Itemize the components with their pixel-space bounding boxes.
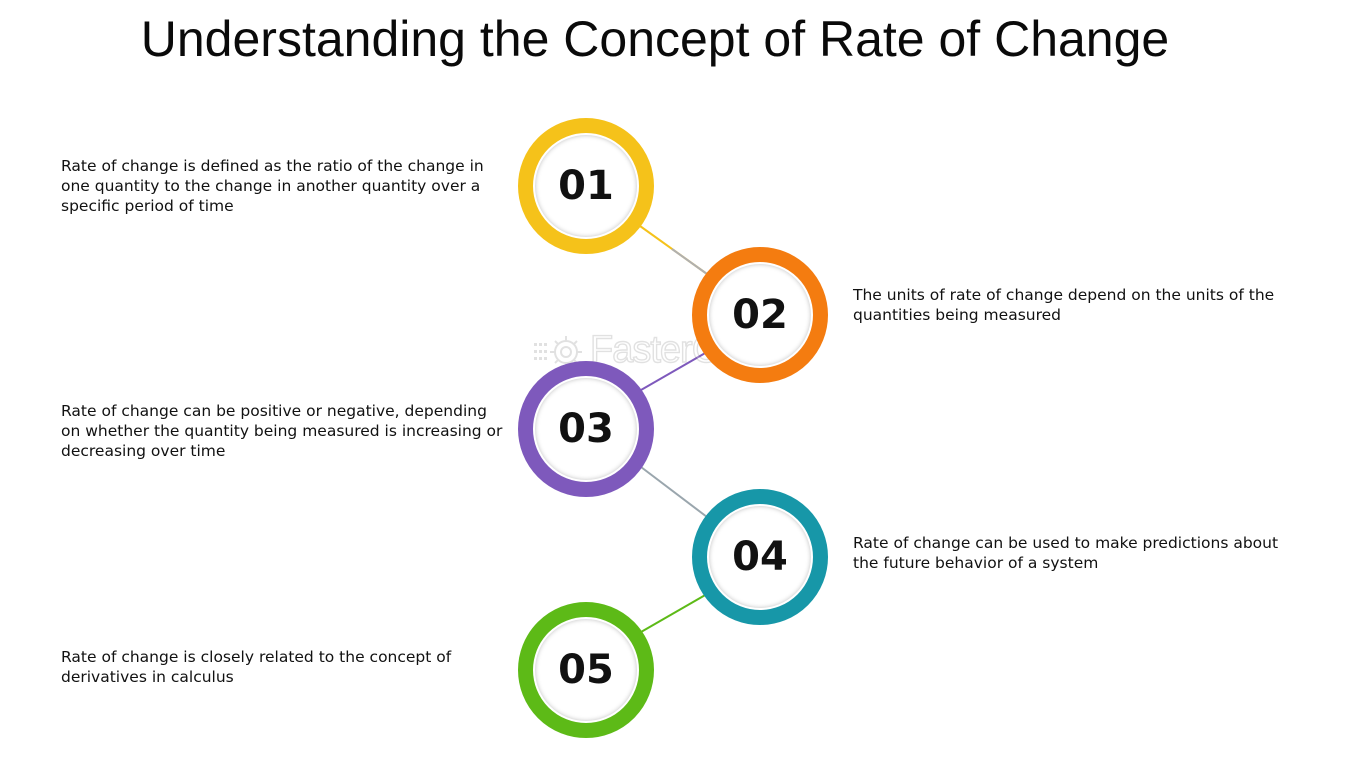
step-01-number: 01 (558, 163, 614, 209)
step-04-description: Rate of change can be used to make predi… (853, 534, 1279, 572)
step-02-inner: 02 (709, 264, 811, 366)
step-03-inner: 03 (535, 378, 637, 480)
step-05-circle: 05 (518, 602, 654, 738)
step-05-description: Rate of change is closely related to the… (61, 648, 452, 686)
step-02-number: 02 (732, 292, 788, 338)
step-03-circle: 03 (518, 361, 654, 497)
connector-04-05 (640, 593, 708, 633)
step-04-inner: 04 (709, 506, 811, 608)
connector-03-04 (640, 466, 708, 518)
step-01-description: Rate of change is defined as the ratio o… (61, 157, 484, 215)
step-03-number: 03 (558, 406, 614, 452)
connector-01-02-shade (671, 248, 708, 275)
step-02-description: The units of rate of change depend on th… (853, 286, 1275, 324)
page-title: Understanding the Concept of Rate of Cha… (140, 11, 1170, 67)
step-01-inner: 01 (535, 135, 637, 237)
step-04-number: 04 (732, 534, 788, 580)
step-02-circle: 02 (692, 247, 828, 383)
step-01-circle: 01 (518, 118, 654, 254)
step-04-circle: 04 (692, 489, 828, 625)
step-05-inner: 05 (535, 619, 637, 721)
step-03-description: Rate of change can be positive or negati… (61, 402, 503, 460)
step-05-number: 05 (558, 647, 614, 693)
connector-02-03 (640, 351, 708, 391)
